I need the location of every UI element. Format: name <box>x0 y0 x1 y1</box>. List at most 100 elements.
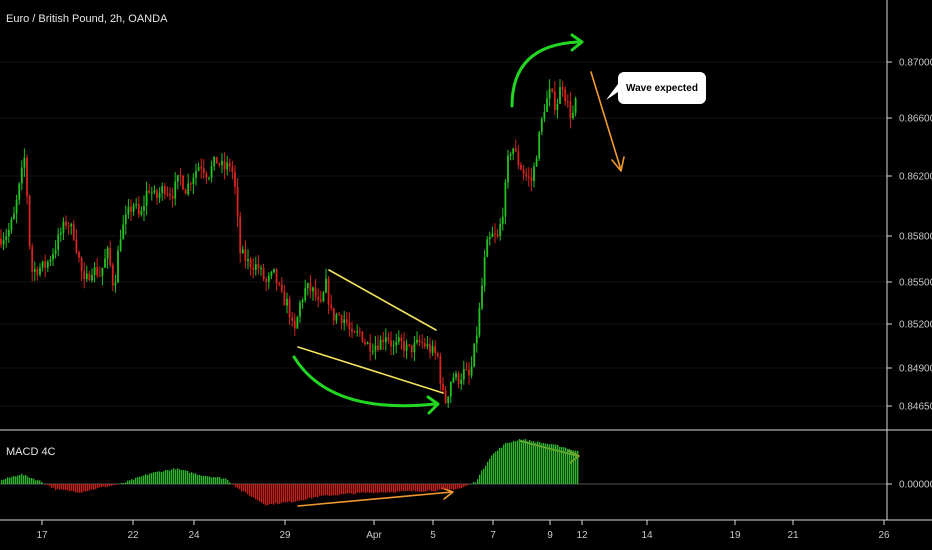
candle <box>517 144 520 170</box>
macd-bar <box>153 472 155 484</box>
candle <box>533 162 535 188</box>
macd-bar <box>21 473 23 484</box>
macd-bar <box>449 484 451 490</box>
macd-bar <box>223 478 225 484</box>
macd-bar <box>521 439 523 484</box>
macd-bar <box>457 484 459 489</box>
candle <box>153 185 156 195</box>
candle <box>470 356 473 379</box>
macd-bar <box>325 484 327 495</box>
price-tick-label: 0.87000 <box>899 58 932 69</box>
macd-bar <box>303 484 305 501</box>
candle <box>93 262 96 283</box>
candle <box>390 331 392 356</box>
macd-bar <box>181 470 183 484</box>
candle <box>59 227 62 242</box>
candle <box>247 249 249 270</box>
time-tick-label: 5 <box>430 530 436 541</box>
candle <box>507 149 509 189</box>
candle <box>150 186 153 201</box>
candle <box>239 211 242 264</box>
candle <box>361 330 364 343</box>
macd-bar <box>523 439 525 484</box>
candle <box>132 202 135 216</box>
macd-bar <box>19 474 21 484</box>
macd-bar <box>379 484 381 493</box>
macd-bar <box>329 484 331 497</box>
macd-bar <box>235 484 237 488</box>
macd-bar <box>555 444 557 484</box>
macd-bar <box>251 484 253 497</box>
macd-bar <box>577 450 579 484</box>
macd-bar <box>297 484 299 501</box>
price-candles <box>0 78 577 408</box>
macd-bar <box>367 484 369 493</box>
candle <box>444 386 447 405</box>
macd-bar <box>439 484 441 490</box>
candle <box>135 198 138 209</box>
macd-bar <box>13 476 15 484</box>
candle <box>176 174 179 190</box>
macd-bar <box>51 484 53 488</box>
candle <box>377 335 379 352</box>
candle <box>44 254 47 278</box>
candle <box>241 245 244 254</box>
candle <box>421 334 424 349</box>
macd-bar <box>529 439 531 484</box>
macd-bar <box>209 476 211 484</box>
candle <box>566 94 569 109</box>
candle <box>338 311 340 316</box>
candle <box>52 248 54 266</box>
candle <box>364 338 366 347</box>
candle <box>348 312 351 337</box>
candle <box>270 270 273 279</box>
macd-bar <box>171 469 173 484</box>
candle <box>20 160 23 191</box>
macd-bar <box>227 479 229 484</box>
candle <box>330 294 333 311</box>
candle <box>171 187 174 208</box>
macd-bar <box>301 484 303 501</box>
candle <box>83 262 86 289</box>
macd-bar <box>95 484 97 490</box>
macd-bar <box>241 484 243 492</box>
wave-expected-label: Wave expected <box>626 83 698 94</box>
macd-bar <box>191 472 193 484</box>
macd-bar <box>263 484 265 505</box>
macd-bar <box>375 484 377 493</box>
candle <box>551 87 554 94</box>
macd-bar <box>157 471 159 484</box>
candle <box>119 229 122 253</box>
macd-bar <box>97 484 99 488</box>
candle <box>564 86 567 106</box>
macd-bar <box>323 484 325 496</box>
macd-bar <box>57 484 59 489</box>
candle <box>88 270 91 282</box>
macd-bar <box>509 442 511 484</box>
candle <box>182 174 184 191</box>
macd-bar <box>27 476 29 484</box>
candle <box>215 156 218 164</box>
macd-bar <box>479 474 481 484</box>
candle <box>148 184 151 195</box>
candle <box>28 194 31 250</box>
macd-bar <box>67 484 69 491</box>
macd-bar <box>415 484 417 492</box>
candle <box>106 245 109 269</box>
macd-bar <box>77 484 79 493</box>
macd-bar <box>541 443 543 484</box>
macd-bar <box>355 484 357 494</box>
macd-bar <box>299 484 301 501</box>
macd-bar <box>459 484 461 489</box>
macd-bar <box>317 484 319 498</box>
candle <box>408 343 411 348</box>
macd-bar <box>359 484 361 493</box>
macd-bar <box>363 484 365 493</box>
macd-bar <box>135 477 137 484</box>
macd-bar <box>493 453 495 484</box>
candle <box>358 327 361 337</box>
time-tick-label: 22 <box>127 530 139 541</box>
candle <box>143 195 145 222</box>
candle <box>465 361 468 371</box>
macd-bar <box>193 473 195 484</box>
